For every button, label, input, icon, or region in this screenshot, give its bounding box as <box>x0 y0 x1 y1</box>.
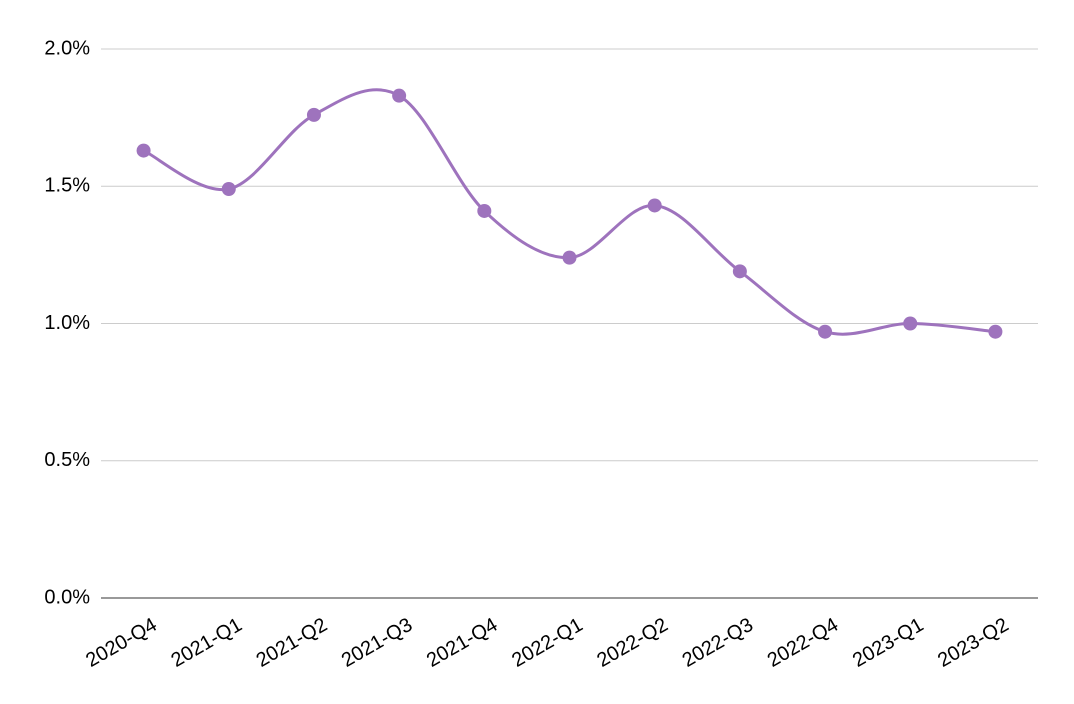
point <box>818 324 833 339</box>
y-tick-label: 0.0% <box>44 586 90 608</box>
point <box>903 316 918 331</box>
x-tick-label: 2020-Q4 <box>82 614 160 672</box>
point <box>732 264 747 279</box>
x-tick-label: 2021-Q4 <box>423 614 501 672</box>
x-tick-label: 2023-Q2 <box>934 614 1012 672</box>
point <box>136 143 151 158</box>
x-tick-label: 2022-Q1 <box>508 614 586 672</box>
point <box>988 324 1003 339</box>
x-tick-label: 2022-Q2 <box>593 614 671 672</box>
point <box>306 107 321 122</box>
y-tick-label: 2.0% <box>44 37 90 59</box>
y-tick-label: 1.5% <box>44 175 90 197</box>
x-tick-label: 2021-Q2 <box>253 614 331 672</box>
point <box>562 250 577 265</box>
point <box>221 181 236 196</box>
x-tick-label: 2021-Q1 <box>167 614 245 672</box>
x-tick-label: 2023-Q1 <box>849 614 927 672</box>
y-tick-label: 0.5% <box>44 449 90 471</box>
x-tick-label: 2021-Q3 <box>338 614 416 672</box>
line <box>142 88 996 336</box>
x-tick-label: 2022-Q4 <box>764 614 842 672</box>
x-tick-label: 2022-Q3 <box>679 614 757 672</box>
y-tick-label: 1.0% <box>44 312 90 334</box>
point <box>477 203 492 218</box>
point <box>647 198 662 213</box>
point <box>392 88 407 103</box>
